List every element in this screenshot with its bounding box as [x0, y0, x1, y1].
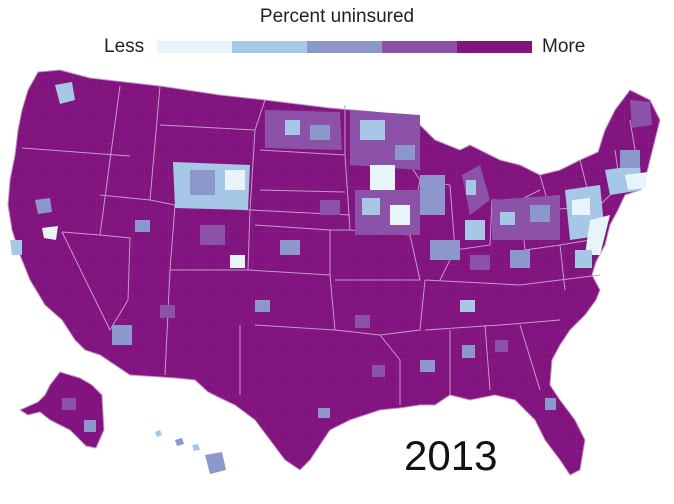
legend-swatch-1: [157, 41, 232, 53]
year-label: 2013: [404, 432, 498, 479]
legend-swatch-5: [457, 41, 532, 53]
legend-color-bar: [157, 41, 532, 53]
legend-swatch-4: [382, 41, 457, 53]
low-uninsured-regions: [10, 82, 652, 418]
legend-less-label: Less: [104, 36, 145, 57]
legend-swatch-3: [307, 41, 382, 53]
legend-more-label: More: [542, 36, 586, 57]
legend-title: Percent uninsured: [259, 6, 415, 27]
legend-swatch-2: [232, 41, 307, 53]
hawaii-shape: [155, 430, 226, 474]
contiguous-us: [7, 69, 661, 476]
